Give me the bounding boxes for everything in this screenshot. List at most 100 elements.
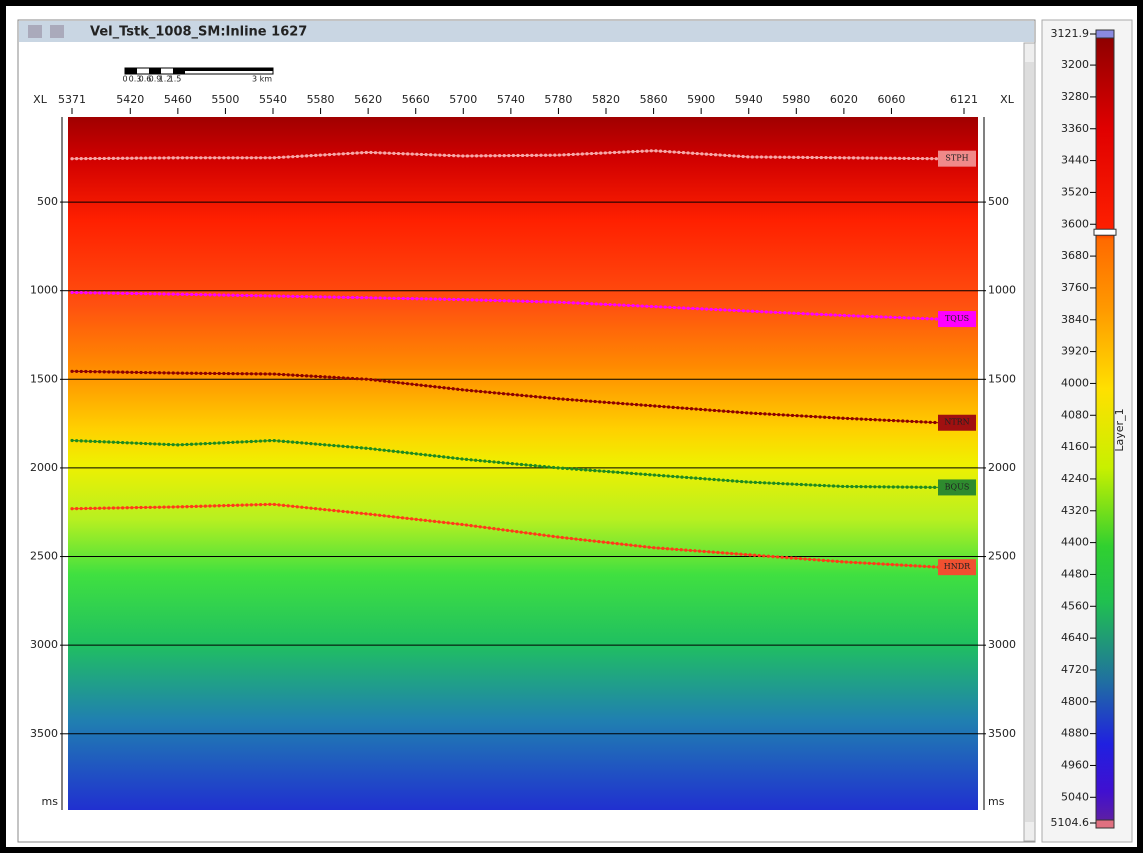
scale-bar-label: 1.2: [159, 75, 172, 84]
velocity-section: [68, 117, 978, 810]
y-tick-label: 2000: [988, 461, 1016, 474]
y-tick-label: 1000: [30, 284, 58, 297]
y-tick-label: 3000: [30, 638, 58, 651]
x-tick-label: 5500: [211, 93, 239, 106]
horizon-label: HNDR: [944, 562, 971, 571]
nav-button[interactable]: [50, 25, 64, 38]
x-tick-label: 6060: [877, 93, 905, 106]
horizon-line: [71, 292, 940, 320]
horizon-label: BQUS: [945, 482, 970, 491]
colorbar-tick-label: 5104.6: [1051, 816, 1090, 829]
horizon-label-box: [938, 479, 976, 496]
x-axis-label: XL: [33, 93, 48, 106]
x-tick-label: 6121: [950, 93, 978, 106]
colorbar-tick-label: 4320: [1061, 504, 1089, 517]
colorbar-tick-label: 3440: [1061, 154, 1089, 167]
scale-bar-label: 3 km: [252, 75, 272, 84]
colorbar-tick-label: 4400: [1061, 536, 1089, 549]
x-tick-label: 5700: [449, 93, 477, 106]
horizon-line: [71, 439, 940, 488]
colorbar: [1095, 33, 1115, 824]
colorbar-tick-label: 4960: [1061, 758, 1089, 771]
y-tick-label: 2000: [30, 461, 58, 474]
y-tick-label: 2500: [988, 550, 1016, 563]
x-tick-label: 5420: [116, 93, 144, 106]
colorbar-tick-label: 3840: [1061, 313, 1089, 326]
y-tick-label: 2500: [30, 550, 58, 563]
colorbar-tick-label: 3360: [1061, 122, 1089, 135]
window-title: Vel_Tstk_1008_SM:Inline 1627: [90, 25, 307, 40]
horizon-label-box: [938, 559, 976, 576]
x-axis-label: XL: [1000, 93, 1015, 106]
colorbar-tick-label: 3680: [1061, 249, 1089, 262]
colorbar-bottom-cap: [1095, 819, 1115, 829]
title-bar: [19, 21, 1034, 42]
scale-bar-segment: [125, 68, 137, 74]
horizon-label-box: [938, 311, 976, 328]
y-tick-label: 3000: [988, 638, 1016, 651]
scale-bar-label: 0.9: [149, 75, 162, 84]
scale-bar-label: 0: [122, 75, 127, 84]
y-tick-label: 1000: [988, 284, 1016, 297]
x-tick-label: 5371: [58, 93, 86, 106]
colorbar-tick-label: 3920: [1061, 345, 1089, 358]
colorbar-tick-label: 4800: [1061, 695, 1089, 708]
horizon-line: [71, 370, 940, 424]
y-axis-unit: ms: [988, 795, 1005, 808]
colorbar-tick-label: 4000: [1061, 376, 1089, 389]
colorbar-tick-label: 4880: [1061, 727, 1089, 740]
colorbar-tick-label: 4080: [1061, 408, 1089, 421]
horizon-label-box: [938, 414, 976, 431]
colorbar-handle[interactable]: [1093, 228, 1117, 236]
x-tick-label: 5580: [307, 93, 335, 106]
y-tick-label: 1500: [988, 372, 1016, 385]
colorbar-tick-label: 3520: [1061, 185, 1089, 198]
colorbar-label: Layer_1: [1113, 408, 1126, 451]
y-tick-label: 1500: [30, 372, 58, 385]
x-tick-label: 5980: [782, 93, 810, 106]
colorbar-tick-label: 4480: [1061, 567, 1089, 580]
colorbar-tick-label: 4240: [1061, 472, 1089, 485]
colorbar-tick-label: 4720: [1061, 663, 1089, 676]
x-tick-label: 5940: [735, 93, 763, 106]
scale-bar-label: 1.5: [169, 75, 182, 84]
scale-bar-label: 0.6: [139, 75, 152, 84]
x-tick-label: 5780: [544, 93, 572, 106]
horizon-label-box: [938, 150, 976, 167]
x-tick-label: 5820: [592, 93, 620, 106]
x-tick-label: 5540: [259, 93, 287, 106]
x-tick-label: 5860: [640, 93, 668, 106]
horizon-label: STPH: [945, 154, 968, 163]
scroll-thumb[interactable]: [1025, 62, 1034, 822]
x-tick-label: 5660: [402, 93, 430, 106]
horizon-line: [71, 150, 940, 160]
scale-bar-segment: [185, 68, 273, 71]
y-tick-label: 3500: [988, 727, 1016, 740]
colorbar-tick-label: 5040: [1061, 790, 1089, 803]
colorbar-tick-label: 3600: [1061, 217, 1089, 230]
colorbar-tick-label: 3121.9: [1051, 27, 1090, 40]
y-tick-label: 500: [37, 195, 58, 208]
horizon-label: TQUS: [945, 314, 969, 323]
x-tick-label: 5460: [164, 93, 192, 106]
y-tick-label: 3500: [30, 727, 58, 740]
colorbar-tick-label: 4640: [1061, 631, 1089, 644]
horizon-line: [71, 503, 940, 568]
colorbar-top-cap: [1095, 29, 1115, 39]
x-tick-label: 5620: [354, 93, 382, 106]
scale-bar-label: 0.3: [129, 75, 142, 84]
y-tick-label: 500: [988, 195, 1009, 208]
colorbar-tick-label: 3200: [1061, 58, 1089, 71]
scale-bar-segment: [173, 68, 185, 74]
horizon-label: NTRN: [944, 418, 969, 427]
nav-button[interactable]: [28, 25, 42, 38]
y-axis-unit: ms: [42, 795, 59, 808]
x-tick-label: 5900: [687, 93, 715, 106]
x-tick-label: 5740: [497, 93, 525, 106]
colorbar-tick-label: 3280: [1061, 90, 1089, 103]
colorbar-tick-label: 4560: [1061, 599, 1089, 612]
scale-bar-segment: [149, 68, 161, 74]
colorbar-panel: [1041, 19, 1133, 843]
colorbar-tick-label: 4160: [1061, 440, 1089, 453]
